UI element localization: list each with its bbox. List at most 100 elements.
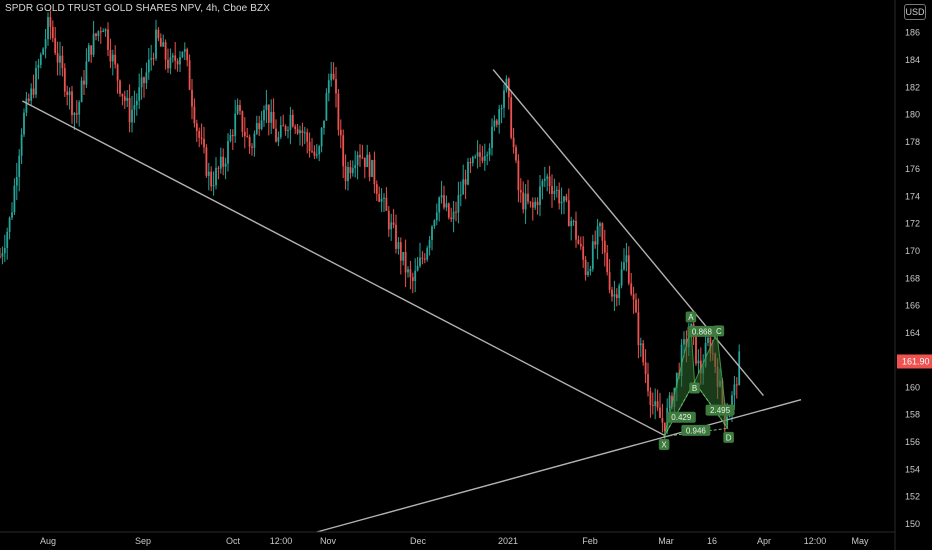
pattern-ratio-label-bg <box>681 424 711 436</box>
candle-body <box>731 395 733 410</box>
candle-body <box>471 157 474 164</box>
candle-body <box>13 185 16 213</box>
candle-body <box>445 203 448 208</box>
candle-body <box>191 89 193 107</box>
candle-body <box>239 105 241 112</box>
candle-body <box>318 146 321 155</box>
candle-body <box>524 193 527 210</box>
candle-body <box>733 384 736 396</box>
pattern-ratio-label: 0.946 <box>686 426 707 435</box>
currency-button[interactable]: USD <box>904 4 926 20</box>
pattern-leg-bd <box>694 381 729 429</box>
candle-body <box>92 33 95 55</box>
candle-body <box>210 171 213 187</box>
y-tick-label: 172 <box>905 219 920 229</box>
candle-body <box>560 201 563 204</box>
candle-body <box>704 342 707 367</box>
candle-body <box>623 262 625 270</box>
candle-body <box>385 197 388 211</box>
candle-body <box>637 312 640 346</box>
pattern-point-label: A <box>688 313 694 322</box>
candle-body <box>620 269 623 286</box>
candle-body <box>39 54 42 65</box>
candle-body <box>1 253 4 257</box>
candle-body <box>212 185 215 187</box>
candle-body <box>181 51 184 58</box>
candle-body <box>56 53 59 63</box>
pattern-ratio-label: 0.868 <box>692 327 713 336</box>
candle-body <box>680 344 683 376</box>
candle-body <box>135 100 138 106</box>
candle-body <box>347 167 349 182</box>
candle-body <box>567 200 570 227</box>
candle-body <box>87 45 90 62</box>
candle-body <box>596 226 599 245</box>
y-tick-label: 166 <box>905 301 920 311</box>
candle-body <box>534 201 537 208</box>
candle-body <box>373 160 376 185</box>
candle-body <box>37 64 40 68</box>
y-tick-label: 186 <box>905 28 920 38</box>
trendline-long-descending[interactable] <box>22 100 665 436</box>
candle-body <box>392 222 395 225</box>
candle-body <box>387 210 390 230</box>
candle-body <box>323 120 325 128</box>
candle-body <box>68 91 71 96</box>
candle-body <box>279 125 282 138</box>
candle-body <box>140 77 143 88</box>
candle-body <box>452 211 455 220</box>
candle-body <box>443 195 445 208</box>
candle-body <box>651 404 654 406</box>
y-tick-label: 184 <box>905 55 920 65</box>
candle-body <box>438 197 441 213</box>
candle-body <box>467 161 469 185</box>
last-price-badge <box>897 354 932 369</box>
candle-body <box>325 93 328 121</box>
candle-body <box>656 401 659 408</box>
candle-body <box>294 126 297 129</box>
trendline-ascending-support[interactable] <box>316 399 802 533</box>
candle-body <box>23 112 25 135</box>
candle-body <box>349 167 352 174</box>
candle-body <box>380 198 383 202</box>
candle-body <box>675 372 678 388</box>
x-tick-label: Dec <box>410 536 427 546</box>
candle-body <box>143 77 145 84</box>
trendline-upper-descending[interactable] <box>492 69 764 397</box>
candle-body <box>663 422 666 432</box>
candle-body <box>707 337 709 343</box>
candle-body <box>231 134 234 137</box>
y-tick-label: 178 <box>905 137 920 147</box>
candle-body <box>123 96 126 101</box>
candle-body <box>111 54 114 62</box>
candle-body <box>251 146 253 148</box>
candle-body <box>159 38 162 47</box>
candle-body <box>119 80 121 94</box>
candle-body <box>618 285 621 299</box>
candle-body <box>327 80 330 94</box>
candle-body <box>366 154 369 168</box>
x-tick-label: Mar <box>658 536 674 546</box>
candle-body <box>594 241 597 245</box>
candle-body <box>625 255 628 263</box>
candle-body <box>483 155 486 161</box>
x-tick-label: Apr <box>757 536 771 546</box>
candle-body <box>99 31 102 33</box>
candle-body <box>171 55 174 58</box>
candle-body <box>227 141 229 164</box>
candle-body <box>102 30 105 33</box>
candle-body <box>368 154 371 177</box>
pattern-ratio-label: 0.429 <box>671 413 692 422</box>
y-tick-label: 152 <box>905 492 920 502</box>
y-tick-label: 182 <box>905 82 920 92</box>
candle-body <box>313 151 316 156</box>
y-tick-label: 150 <box>905 519 920 529</box>
candle-body <box>414 270 417 281</box>
candle-body <box>11 212 13 218</box>
candle-body <box>275 128 277 142</box>
candle-body <box>114 54 117 65</box>
candle-body <box>659 407 661 418</box>
y-tick-label: 176 <box>905 164 920 174</box>
candle-body <box>260 120 263 130</box>
